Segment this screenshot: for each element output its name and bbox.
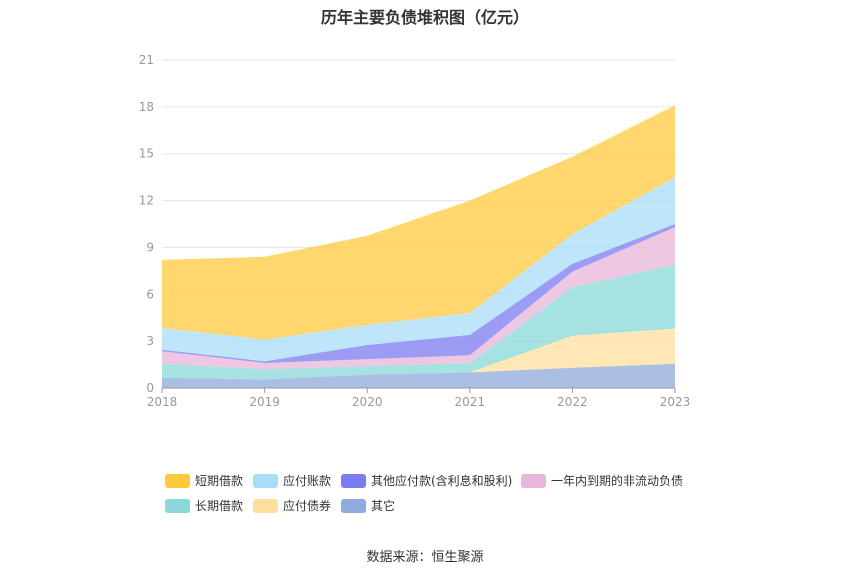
legend-label: 长期借款 (195, 499, 244, 513)
x-tick-label: 2018 (147, 395, 178, 409)
legend-item-long-term-loans[interactable]: 长期借款 (165, 497, 243, 514)
legend-item-accounts-payable[interactable]: 应付账款 (253, 472, 331, 489)
legend-label: 其它 (371, 499, 396, 513)
label-layer: 0 3 6 9 12 15 18 21 2018 2019 2020 2021 2022 2023 (139, 53, 691, 409)
x-tick-label: 2019 (249, 395, 280, 409)
area-其它 (162, 363, 675, 388)
legend-swatch (521, 473, 546, 488)
y-tick-label: 21 (139, 53, 154, 67)
legend-swatch (253, 473, 278, 488)
legend-label: 应付账款 (283, 474, 332, 488)
area-长期借款 (162, 264, 675, 380)
legend-label: 短期借款 (195, 474, 244, 488)
y-tick-label: 6 (146, 287, 154, 301)
y-tick-label: 3 (146, 334, 154, 348)
area-短期借款 (162, 105, 675, 340)
legend-label: 一年内到期的非流动负债 (551, 474, 684, 488)
y-tick-label: 12 (139, 194, 154, 208)
y-tick-label: 15 (139, 147, 154, 161)
x-tick-label: 2023 (660, 395, 691, 409)
x-tick-label: 2020 (352, 395, 383, 409)
area-layer (162, 105, 675, 388)
legend-swatch (165, 473, 190, 488)
area-应付债券 (162, 328, 675, 380)
legend-swatch (165, 498, 190, 513)
legend-item-other[interactable]: 其它 (341, 497, 395, 514)
y-tick-label: 18 (139, 100, 154, 114)
data-source: 数据来源：恒生聚源 (366, 550, 484, 565)
y-tick-label: 9 (146, 240, 154, 254)
legend-item-current-noncurrent-liabilities[interactable]: 一年内到期的非流动负债 (521, 472, 683, 489)
legend-label: 其他应付款(含利息和股利) (371, 474, 513, 488)
area-应付账款 (162, 177, 675, 362)
x-tick-label: 2021 (455, 395, 486, 409)
y-tick-label: 0 (146, 381, 154, 395)
legend-swatch (341, 473, 366, 488)
legend-swatch (341, 498, 366, 513)
stacked-area-chart: 0 3 6 9 12 15 18 21 2018 2019 2020 2021 2022 2023 (139, 53, 691, 409)
legend-item-bonds-payable[interactable]: 应付债券 (253, 497, 331, 514)
legend-swatch (253, 498, 278, 513)
legend-item-short-term-loans[interactable]: 短期借款 (165, 472, 243, 489)
x-tick-label: 2022 (557, 395, 588, 409)
legend-label: 应付债券 (283, 499, 332, 513)
legend-item-other-payables[interactable]: 其他应付款(含利息和股利) (341, 472, 512, 489)
chart-title: 历年主要负债堆积图（亿元） (320, 8, 529, 27)
axis-layer (161, 387, 676, 393)
